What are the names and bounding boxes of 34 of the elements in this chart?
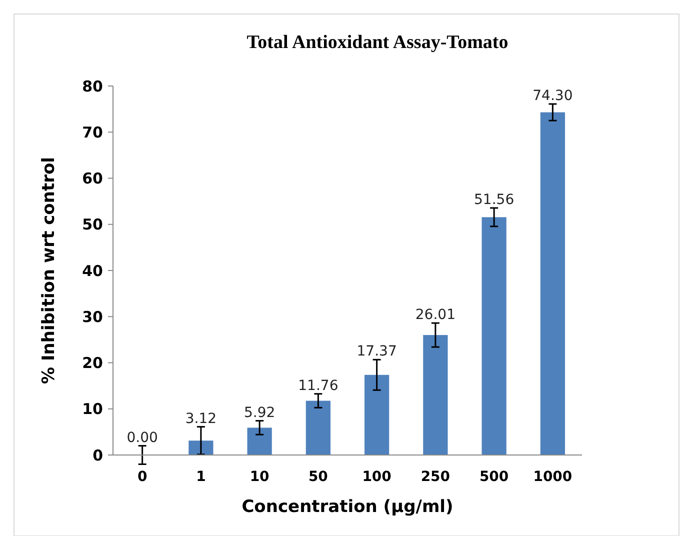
- bar: [540, 112, 565, 455]
- x-axis-title: Concentration (µg/ml): [242, 497, 454, 517]
- y-tick-label: 40: [82, 262, 103, 280]
- bar: [364, 374, 390, 455]
- x-tick-label: 100: [362, 469, 392, 485]
- data-label: 0.00: [126, 430, 158, 446]
- y-tick-label: 0: [92, 446, 103, 464]
- bar: [247, 428, 272, 455]
- bar: [482, 217, 506, 455]
- y-tick-label: 50: [82, 216, 103, 234]
- y-tick-label: 70: [82, 123, 103, 142]
- bar: [423, 335, 448, 455]
- y-tick-label: 20: [82, 354, 103, 372]
- x-tick-label: 50: [308, 469, 328, 485]
- y-tick-label: 10: [82, 400, 103, 418]
- x-tick-label: 1: [196, 469, 206, 485]
- data-label: 26.01: [415, 307, 456, 324]
- data-label: 17.37: [356, 344, 397, 360]
- x-tick-label: 500: [479, 469, 509, 485]
- y-tick-label: 60: [82, 170, 103, 188]
- y-axis-title: % Inhibition wrt control: [39, 157, 59, 384]
- data-label: 51.56: [474, 192, 514, 208]
- data-label: 11.76: [298, 378, 338, 394]
- x-tick-label: 1000: [533, 469, 572, 485]
- data-label: 74.30: [532, 88, 573, 104]
- x-tick-label: 0: [137, 469, 148, 485]
- x-tick-label: 10: [250, 469, 270, 485]
- y-tick-label: 30: [82, 308, 103, 326]
- chart-title: Total Antioxidant Assay-Tomato: [246, 32, 508, 53]
- x-tick-label: 250: [420, 469, 450, 485]
- y-tick-label: 80: [82, 77, 103, 96]
- bar: [306, 400, 330, 455]
- data-label: 5.92: [244, 404, 276, 421]
- data-label: 3.12: [185, 410, 217, 427]
